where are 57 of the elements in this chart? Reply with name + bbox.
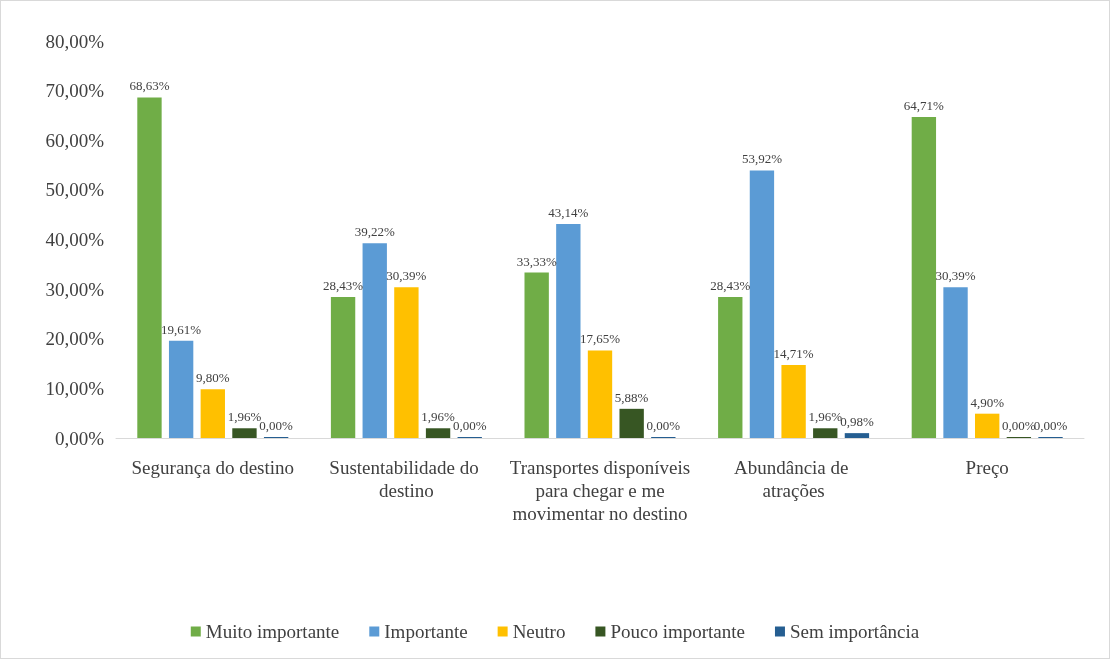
y-tick-label: 0,00% xyxy=(54,427,105,449)
data-label: 43,14% xyxy=(548,204,589,220)
y-tick-label: 60,00% xyxy=(45,129,105,151)
data-label: 0,00% xyxy=(1033,418,1068,433)
legend-label: Pouco importante xyxy=(610,621,745,642)
bar xyxy=(813,428,838,438)
y-tick-label: 70,00% xyxy=(45,80,105,102)
bar xyxy=(362,243,387,438)
legend-label: Muito importante xyxy=(205,621,340,642)
legend-label: Sem importância xyxy=(789,621,920,642)
data-label: 0,00% xyxy=(1002,418,1036,433)
bar xyxy=(556,223,581,438)
y-tick-label: 80,00% xyxy=(45,30,105,52)
data-label: 39,22% xyxy=(354,224,395,240)
legend-label: Neutro xyxy=(512,621,566,642)
y-tick-label: 20,00% xyxy=(45,328,105,350)
data-label: 68,63% xyxy=(129,78,170,94)
bar xyxy=(619,408,644,438)
data-label: 4,90% xyxy=(970,394,1005,410)
data-label: 30,39% xyxy=(386,268,427,284)
data-label: 9,80% xyxy=(196,370,230,386)
y-tick-label: 10,00% xyxy=(45,377,105,399)
bar xyxy=(168,340,194,438)
data-label: 5,88% xyxy=(614,389,649,405)
data-label: 14,71% xyxy=(773,346,814,361)
bar xyxy=(943,287,968,438)
bar xyxy=(749,170,775,438)
bar xyxy=(200,389,225,438)
bar xyxy=(330,296,356,438)
x-tick-label: Segurança do destino xyxy=(131,457,295,478)
bar xyxy=(524,272,549,438)
data-label: 28,43% xyxy=(323,277,364,293)
y-tick-label: 40,00% xyxy=(45,229,105,250)
bar xyxy=(587,350,613,438)
data-label: 64,71% xyxy=(903,97,945,113)
bar xyxy=(975,413,1000,438)
bar xyxy=(781,365,806,438)
y-tick-label: 50,00% xyxy=(45,179,105,201)
data-label: 17,65% xyxy=(579,331,621,347)
bar xyxy=(911,116,937,438)
x-tick-label: Preço xyxy=(965,457,1009,478)
data-label: 19,61% xyxy=(161,321,202,337)
x-tick-label: Transportes disponíveis para chegar e me movimentar no destino xyxy=(509,457,691,524)
bar xyxy=(718,296,743,438)
bar xyxy=(425,428,451,438)
data-label: 0,00% xyxy=(646,418,681,433)
data-label: 30,39% xyxy=(935,268,976,284)
y-tick-label: 30,00% xyxy=(45,278,105,300)
bar xyxy=(137,97,162,438)
legend-label: Importante xyxy=(384,621,468,642)
x-tick-label: Abundância de atrações xyxy=(733,457,854,501)
bar xyxy=(394,287,419,438)
x-tick-label: Sustentabilidade do destino xyxy=(329,457,484,501)
bar xyxy=(844,433,870,438)
bar xyxy=(232,428,257,438)
data-label: 28,43% xyxy=(710,277,751,293)
data-label: 53,92% xyxy=(741,151,783,167)
